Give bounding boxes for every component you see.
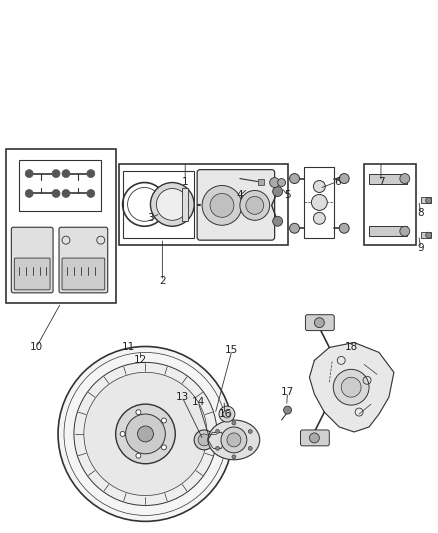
Circle shape	[426, 197, 431, 204]
Circle shape	[248, 446, 252, 450]
FancyBboxPatch shape	[305, 314, 334, 330]
Circle shape	[270, 177, 279, 188]
Circle shape	[278, 179, 286, 187]
Circle shape	[273, 216, 283, 226]
Bar	[7, 149, 116, 303]
Text: 5: 5	[284, 190, 291, 200]
Circle shape	[150, 182, 194, 226]
Circle shape	[341, 377, 361, 397]
Text: 13: 13	[176, 392, 189, 402]
Circle shape	[290, 223, 300, 233]
FancyBboxPatch shape	[197, 169, 275, 240]
Circle shape	[120, 431, 125, 437]
Bar	[182, 188, 188, 221]
Bar	[123, 171, 194, 238]
Circle shape	[339, 174, 349, 183]
Circle shape	[25, 190, 33, 197]
Text: 15: 15	[225, 345, 239, 356]
Circle shape	[136, 410, 141, 415]
Circle shape	[246, 197, 264, 214]
Circle shape	[333, 369, 369, 405]
Circle shape	[221, 427, 247, 453]
Circle shape	[156, 189, 188, 220]
Text: 8: 8	[417, 208, 424, 219]
Circle shape	[116, 404, 175, 464]
Circle shape	[210, 193, 234, 217]
Bar	[421, 197, 431, 204]
Text: 16: 16	[218, 409, 232, 419]
Bar	[119, 164, 288, 245]
Bar	[369, 226, 407, 236]
Text: 14: 14	[191, 397, 205, 407]
Circle shape	[400, 174, 410, 183]
Circle shape	[208, 431, 226, 449]
Circle shape	[52, 190, 60, 197]
Circle shape	[136, 453, 141, 458]
Circle shape	[240, 190, 270, 220]
Circle shape	[84, 373, 207, 496]
FancyBboxPatch shape	[300, 430, 329, 446]
Circle shape	[74, 362, 217, 505]
Circle shape	[215, 430, 219, 433]
Circle shape	[273, 187, 283, 197]
Circle shape	[290, 174, 300, 183]
Circle shape	[283, 406, 292, 414]
Ellipse shape	[208, 420, 260, 460]
Text: 17: 17	[281, 387, 294, 397]
Text: 10: 10	[30, 343, 43, 352]
Bar	[19, 160, 101, 212]
Circle shape	[162, 445, 166, 450]
Bar	[369, 174, 407, 183]
Circle shape	[25, 169, 33, 177]
FancyBboxPatch shape	[59, 227, 108, 293]
Circle shape	[194, 430, 214, 450]
Circle shape	[314, 318, 324, 328]
Polygon shape	[309, 343, 394, 432]
Text: 1: 1	[182, 176, 188, 187]
Circle shape	[426, 232, 431, 238]
Circle shape	[62, 190, 70, 197]
FancyBboxPatch shape	[62, 258, 105, 290]
Circle shape	[314, 181, 325, 192]
Circle shape	[248, 430, 252, 433]
Circle shape	[162, 418, 166, 423]
Bar	[304, 167, 334, 238]
Text: 6: 6	[334, 176, 341, 187]
Circle shape	[400, 226, 410, 236]
Circle shape	[198, 434, 210, 446]
Circle shape	[87, 169, 95, 177]
Circle shape	[309, 433, 319, 443]
Text: 9: 9	[417, 243, 424, 253]
Circle shape	[232, 455, 236, 459]
Circle shape	[126, 414, 165, 454]
FancyBboxPatch shape	[11, 227, 53, 293]
Circle shape	[87, 190, 95, 197]
Circle shape	[314, 212, 325, 224]
Text: 11: 11	[122, 343, 135, 352]
Bar	[364, 164, 416, 245]
Circle shape	[202, 185, 242, 225]
Text: 18: 18	[345, 343, 358, 352]
Text: 4: 4	[237, 190, 243, 200]
Circle shape	[62, 169, 70, 177]
Circle shape	[138, 426, 153, 442]
Circle shape	[339, 223, 349, 233]
Text: 2: 2	[159, 276, 166, 286]
Circle shape	[227, 433, 241, 447]
Circle shape	[219, 406, 235, 422]
Circle shape	[58, 346, 233, 521]
Circle shape	[52, 169, 60, 177]
Bar	[258, 179, 264, 184]
Text: 7: 7	[378, 176, 384, 187]
FancyBboxPatch shape	[14, 258, 50, 290]
Circle shape	[215, 446, 219, 450]
Text: 12: 12	[134, 356, 147, 366]
Bar	[421, 232, 431, 238]
Circle shape	[223, 410, 231, 418]
Text: 3: 3	[147, 213, 154, 223]
Circle shape	[232, 421, 236, 425]
Circle shape	[311, 195, 327, 211]
